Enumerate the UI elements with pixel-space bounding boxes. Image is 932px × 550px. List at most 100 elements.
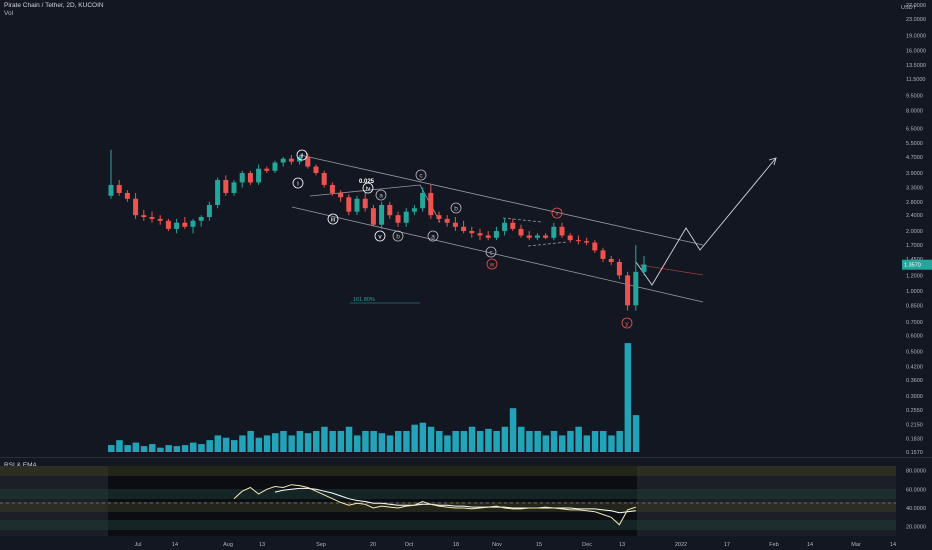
rsi-upper-zone bbox=[0, 489, 896, 499]
price-tick: 0.2150 bbox=[906, 423, 923, 429]
time-tick: 13 bbox=[619, 542, 625, 548]
wave-label-circle bbox=[450, 202, 462, 214]
axis-unit: USDT bbox=[901, 5, 917, 11]
candle-body bbox=[534, 235, 540, 238]
candle-body bbox=[510, 222, 516, 229]
price-tick: 16.0000 bbox=[906, 48, 926, 54]
candle-body bbox=[436, 215, 442, 219]
candle-body bbox=[502, 222, 508, 232]
volume-bar bbox=[616, 430, 623, 452]
rsi-line bbox=[233, 484, 636, 526]
volume-bar bbox=[321, 426, 328, 452]
price-tick: 1.7000 bbox=[906, 243, 923, 249]
candle-body bbox=[379, 204, 385, 225]
channel-lines bbox=[291, 154, 777, 304]
time-tick: Aug bbox=[223, 542, 233, 548]
chart-header: Pirate Chain / Tether, 2D, KUCOIN Vol bbox=[4, 2, 104, 18]
time-tick: Nov bbox=[492, 542, 502, 548]
price-tick: 27.0000 bbox=[906, 3, 926, 9]
volume-bar bbox=[255, 437, 263, 452]
wave-connector bbox=[309, 184, 421, 197]
volume-bar bbox=[477, 430, 484, 452]
panel-divider bbox=[0, 457, 932, 458]
price-tick: 6.5000 bbox=[906, 127, 923, 133]
volume-bar bbox=[518, 426, 525, 452]
candle-body bbox=[223, 179, 229, 193]
volume-bar bbox=[395, 430, 402, 452]
price-tick: 2.4000 bbox=[906, 213, 923, 219]
channel-upper bbox=[299, 154, 704, 246]
time-tick: 20 bbox=[370, 542, 376, 548]
volume-bar bbox=[149, 444, 156, 452]
projection-arrowhead bbox=[768, 157, 777, 166]
time-tick: Oct bbox=[405, 542, 414, 548]
volume-bar bbox=[542, 435, 550, 452]
price-tick: 0.1830 bbox=[906, 437, 923, 443]
volume-bar bbox=[222, 437, 230, 452]
candle-body bbox=[198, 217, 204, 221]
wave-label-circle bbox=[375, 189, 387, 201]
rsi-label: RSI & EMA bbox=[4, 462, 37, 469]
price-tick: 4.7000 bbox=[906, 155, 923, 161]
volume-bar bbox=[468, 426, 476, 452]
time-tick: 2022 bbox=[675, 542, 687, 548]
time-tick: Sep bbox=[316, 542, 326, 548]
time-axis: Jul 14 Aug 13 Sep 20 Oct 18 Nov 15 Dec 13 2022 17 Feb 1… bbox=[134, 542, 896, 548]
volume-bar bbox=[460, 430, 468, 452]
candle-body bbox=[108, 184, 114, 196]
volume-bar bbox=[214, 435, 222, 452]
current-price-tag bbox=[902, 259, 932, 270]
wave-label-circle bbox=[296, 149, 308, 161]
price-tick: 3.9000 bbox=[906, 171, 923, 177]
rsi-lower-zone bbox=[0, 520, 896, 530]
volume-bar bbox=[444, 435, 451, 452]
candle-body bbox=[493, 231, 499, 238]
wave-label-circle bbox=[362, 182, 374, 194]
volume-bar bbox=[411, 424, 418, 452]
candle-body bbox=[280, 158, 286, 163]
volume-bar bbox=[403, 430, 410, 452]
volume-bar bbox=[124, 445, 131, 452]
wave-label: x bbox=[555, 211, 559, 218]
candle-body bbox=[338, 192, 344, 198]
price-tick: 19.0000 bbox=[906, 34, 926, 40]
candle-body bbox=[272, 162, 278, 171]
candle-body bbox=[625, 275, 631, 306]
volume-bar bbox=[173, 446, 181, 452]
volume-bar bbox=[165, 445, 172, 452]
candle-body bbox=[592, 242, 598, 251]
price-tick: 0.4200 bbox=[906, 365, 923, 371]
candle-body bbox=[362, 198, 368, 209]
volume-bar bbox=[132, 442, 140, 452]
price-tick: 2.8000 bbox=[906, 200, 923, 206]
candle-body bbox=[288, 158, 294, 162]
price-tick: 0.2550 bbox=[906, 408, 923, 414]
wave-label: c bbox=[489, 250, 493, 257]
candle-body bbox=[321, 173, 327, 185]
volume-bar bbox=[288, 435, 295, 452]
price-tick: 2.0000 bbox=[906, 229, 923, 235]
candles bbox=[108, 149, 647, 311]
candle-body bbox=[354, 198, 360, 212]
wave-label: y bbox=[625, 321, 629, 328]
wave-label-circle bbox=[427, 230, 439, 242]
projection-path bbox=[635, 157, 777, 286]
candle-body bbox=[461, 226, 467, 232]
candle-body bbox=[633, 271, 639, 306]
annotation-text: 0.025 bbox=[359, 179, 375, 185]
time-tick: Jul bbox=[134, 542, 141, 548]
volume-bar bbox=[591, 430, 599, 452]
time-tick: 14 bbox=[172, 542, 178, 548]
candle-body bbox=[428, 192, 434, 216]
price-tick: 0.8500 bbox=[906, 303, 923, 309]
rsi-overbought-zone bbox=[0, 466, 896, 476]
volume-bar bbox=[362, 430, 369, 452]
candle-body bbox=[313, 166, 319, 174]
candle-body bbox=[256, 168, 262, 183]
wave-label-circle bbox=[292, 177, 304, 189]
volume-bar bbox=[583, 435, 591, 452]
wave-label: i bbox=[297, 181, 298, 188]
candle-body bbox=[264, 168, 270, 171]
